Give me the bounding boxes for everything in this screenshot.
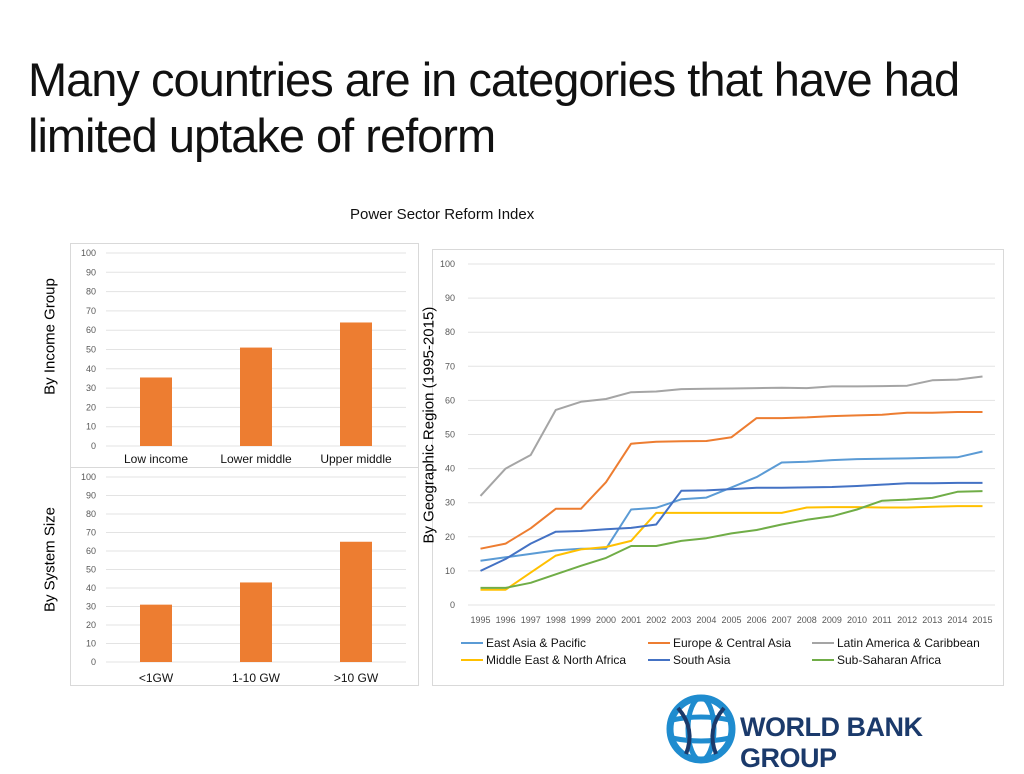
y-tick-label: 40	[445, 464, 455, 474]
y-tick-label: 90	[86, 491, 96, 501]
x-tick-label: 1996	[496, 615, 516, 625]
x-tick-label: 2005	[721, 615, 741, 625]
y-tick-label: 20	[86, 620, 96, 630]
bar-upper-middle	[340, 322, 372, 446]
x-tick-label: 2004	[696, 615, 716, 625]
x-tick-label: 2015	[972, 615, 992, 625]
y-tick-label: 70	[86, 528, 96, 538]
x-tick-label: 2011	[872, 615, 891, 625]
y-tick-label: 40	[86, 364, 96, 374]
region-chart-panel: 0 10 20 30 40 50 60 70 80 90 100 1995 1996 1997 1998 19…	[432, 249, 1004, 686]
x-tick-label: 2014	[947, 615, 967, 625]
y-tick-label: 80	[445, 327, 455, 337]
x-tick-label: 2007	[772, 615, 792, 625]
y-tick-label: 80	[86, 287, 96, 297]
bar-1-10-gw	[240, 582, 272, 662]
y-tick-label: 80	[86, 509, 96, 519]
y-tick-label: 70	[86, 306, 96, 316]
series-line-middle-east-north-africa	[480, 505, 983, 591]
size-bar-chart: 0 10 20 30 40 50 60 70 80 90 100 <1GW 1-10 GW >10 GW	[81, 472, 406, 685]
series-line-south-asia	[480, 481, 983, 572]
x-tick-label: 2006	[747, 615, 767, 625]
bar-low-income	[140, 377, 172, 446]
x-category-label: Low income	[124, 452, 188, 466]
y-tick-label: 30	[445, 498, 455, 508]
series-line-sub-saharan-africa	[480, 490, 983, 589]
legend-entry: East Asia & Pacific	[486, 636, 586, 650]
region-line-chart: 0 10 20 30 40 50 60 70 80 90 100 1995 1996 1997 1998 19…	[440, 259, 995, 667]
x-tick-label: 2013	[922, 615, 942, 625]
world-bank-logo: WORLD BANK GROUP	[666, 694, 1016, 773]
income-chart-panel: 0 10 20 30 40 50 60 70 80 90 100 Low income Lower mi…	[70, 243, 419, 468]
x-tick-label: 2001	[621, 615, 641, 625]
x-category-label: <1GW	[139, 671, 174, 685]
chart-supertitle: Power Sector Reform Index	[350, 206, 535, 223]
x-tick-label: 1998	[546, 615, 566, 625]
x-category-label: Lower middle	[220, 452, 292, 466]
y-tick-label: 50	[86, 565, 96, 575]
y-tick-label: 30	[86, 383, 96, 393]
x-category-label: Upper middle	[320, 452, 392, 466]
income-axis-label: By Income Group	[41, 278, 59, 395]
slide-title: Many countries are in categories that ha…	[28, 53, 960, 162]
x-tick-label: 2002	[646, 615, 666, 625]
x-tick-label: 2000	[596, 615, 616, 625]
bar--10-gw	[340, 541, 372, 662]
y-tick-label: 20	[86, 402, 96, 412]
y-tick-label: 30	[86, 602, 96, 612]
legend-entry: Middle East & North Africa	[486, 653, 626, 667]
x-tick-label: 1995	[471, 615, 491, 625]
y-tick-label: 0	[450, 600, 455, 610]
x-tick-label: 2010	[847, 615, 867, 625]
size-chart-panel: 0 10 20 30 40 50 60 70 80 90 100 <1GW 1-10 GW >10 GW	[70, 467, 419, 686]
x-tick-label: 1997	[521, 615, 541, 625]
globe-icon	[666, 694, 736, 764]
y-tick-label: 90	[445, 293, 455, 303]
y-tick-label: 70	[445, 361, 455, 371]
bar--1gw	[140, 604, 172, 662]
x-tick-label: 2012	[897, 615, 917, 625]
x-tick-label: 2003	[671, 615, 691, 625]
y-tick-label: 90	[86, 267, 96, 277]
y-tick-label: 60	[445, 395, 455, 405]
y-tick-label: 50	[445, 430, 455, 440]
y-tick-label: 50	[86, 345, 96, 355]
y-tick-label: 0	[91, 441, 96, 451]
y-tick-label: 20	[445, 532, 455, 542]
x-tick-label: 2009	[822, 615, 842, 625]
region-axis-label: By Geographic Region (1995-2015)	[420, 306, 438, 544]
legend-entry: South Asia	[673, 653, 731, 667]
legend-entry: Latin America & Caribbean	[837, 636, 980, 650]
series-line-east-asia-pacific	[480, 450, 983, 562]
size-axis-label: By System Size	[41, 506, 59, 613]
legend-entry: Europe & Central Asia	[673, 636, 791, 650]
y-tick-label: 100	[440, 259, 455, 269]
y-tick-label: 100	[81, 472, 96, 482]
y-tick-label: 0	[91, 657, 96, 667]
y-tick-label: 60	[86, 546, 96, 556]
x-category-label: >10 GW	[334, 671, 379, 685]
series-line-latin-america-caribbean	[479, 375, 983, 497]
bar-lower-middle	[240, 347, 272, 446]
legend-entry: Sub-Saharan Africa	[837, 653, 941, 667]
y-tick-label: 100	[81, 248, 96, 258]
y-tick-label: 10	[86, 639, 96, 649]
series-line-europe-central-asia	[480, 411, 983, 550]
x-tick-label: 1999	[571, 615, 591, 625]
logo-text: WORLD BANK GROUP	[740, 712, 923, 773]
y-tick-label: 10	[445, 566, 455, 576]
x-category-label: 1-10 GW	[232, 671, 281, 685]
income-bar-chart: 0 10 20 30 40 50 60 70 80 90 100 Low income Lower mi…	[81, 248, 406, 466]
y-tick-label: 40	[86, 583, 96, 593]
y-tick-label: 60	[86, 325, 96, 335]
y-tick-label: 10	[86, 422, 96, 432]
x-tick-label: 2008	[797, 615, 817, 625]
